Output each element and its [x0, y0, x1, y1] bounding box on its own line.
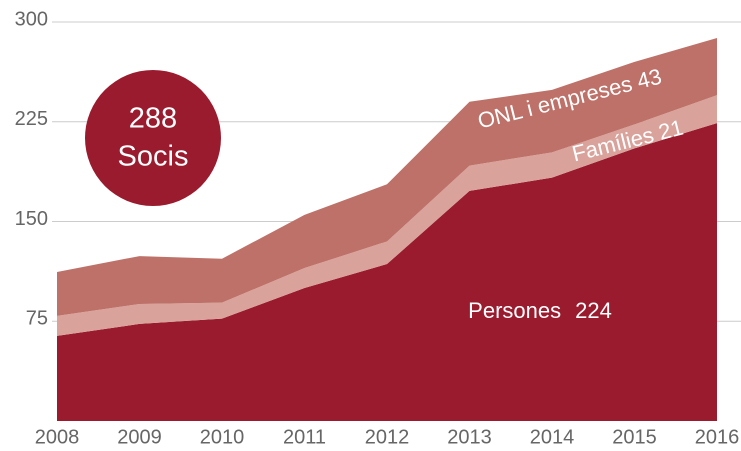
total-badge	[85, 70, 221, 206]
y-tick-label: 150	[15, 208, 48, 230]
x-tick-label: 2009	[117, 426, 162, 448]
y-tick-label: 300	[15, 8, 48, 30]
x-tick-label: 2008	[35, 426, 80, 448]
y-tick-label: 225	[15, 108, 48, 130]
x-tick-label: 2013	[447, 426, 492, 448]
series-last-value: 224	[575, 298, 612, 323]
area	[57, 123, 717, 421]
series-name: Persones	[468, 298, 561, 323]
x-tick-label: 2015	[612, 426, 657, 448]
axes: 75 150 225 300 2008 2009 2010 2011 2012 2013 2014 2…	[15, 8, 740, 448]
area	[57, 37, 717, 316]
total-value: 288	[129, 103, 177, 135]
area	[57, 95, 717, 336]
x-tick-label: 2010	[200, 426, 245, 448]
x-tick-label: 2016	[695, 426, 740, 448]
series-label: Persones 224	[468, 298, 612, 323]
x-tick-label: 2014	[530, 426, 575, 448]
y-tick-label: 75	[26, 308, 48, 330]
series-last-value: 43	[634, 63, 664, 93]
areas	[57, 37, 717, 421]
x-tick-label: 2011	[283, 426, 326, 448]
total-label: Socis	[118, 141, 189, 173]
x-tick-label: 2012	[365, 426, 410, 448]
series-last-value: 21	[656, 114, 686, 144]
